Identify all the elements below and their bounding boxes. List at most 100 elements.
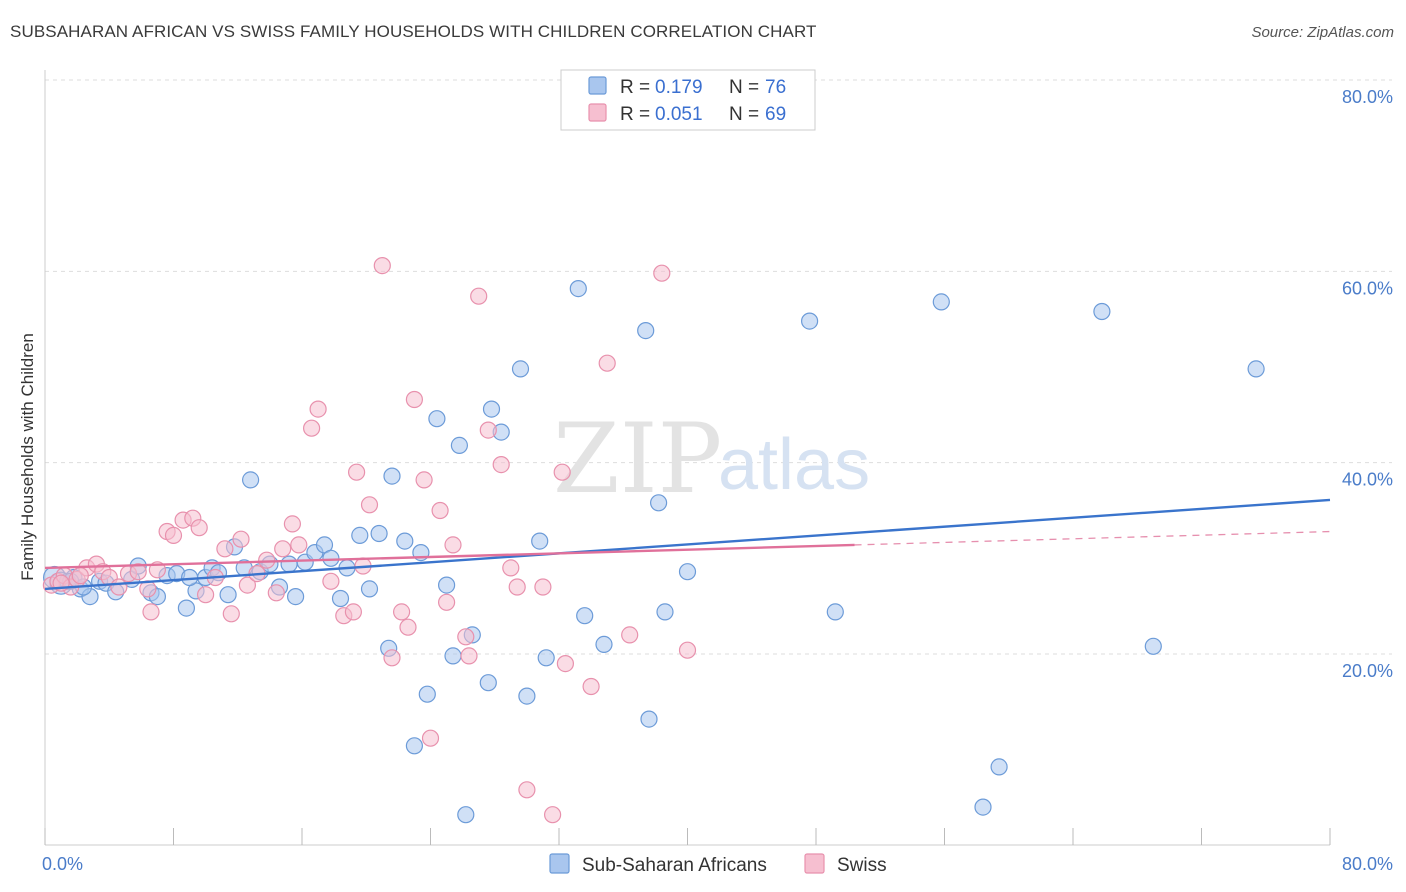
point-subsaharan-45 — [438, 576, 456, 594]
point-subsaharan-27 — [280, 555, 298, 573]
trend-line-subsaharan — [44, 498, 1331, 591]
watermark: ZIP atlas — [553, 403, 870, 515]
bottom-legend-label-swiss: Swiss — [837, 855, 887, 876]
point-subsaharan-67 — [932, 293, 950, 311]
point-subsaharan-64 — [678, 563, 697, 581]
point-swiss-28 — [267, 584, 285, 602]
trend-line-ext-swiss — [854, 530, 1331, 546]
source-credit: Source: ZipAtlas.com — [1251, 24, 1394, 41]
point-swiss-25 — [238, 576, 256, 594]
point-swiss-50 — [457, 628, 475, 646]
point-swiss-63 — [598, 354, 616, 372]
bottom-legend-label-subsaharan: Sub-Saharan Africans — [582, 855, 767, 876]
x-tick-label-0: 0.0% — [42, 854, 83, 874]
point-swiss-23 — [222, 605, 240, 623]
point-swiss-48 — [438, 593, 456, 611]
trend-lines — [44, 498, 1331, 591]
point-subsaharan-35 — [351, 526, 369, 545]
point-swiss-19 — [190, 519, 208, 537]
point-subsaharan-58 — [576, 607, 594, 625]
point-subsaharan-28 — [287, 587, 305, 606]
point-swiss-56 — [508, 578, 526, 596]
point-subsaharan-53 — [511, 360, 530, 378]
point-subsaharan-43 — [418, 685, 436, 703]
point-subsaharan-56 — [537, 649, 555, 667]
axes — [44, 70, 1331, 846]
legend-n-label-subsaharan: N = — [729, 77, 759, 98]
point-swiss-24 — [232, 530, 250, 548]
y-tick-label-60: 60.0% — [1342, 278, 1393, 298]
point-swiss-62 — [582, 677, 600, 696]
point-subsaharan-44 — [428, 410, 446, 428]
point-subsaharan-60 — [637, 322, 655, 340]
point-swiss-9 — [110, 578, 128, 596]
point-swiss-20 — [197, 586, 215, 604]
legend: R = 0.179 N = 76 R = 0.051 N = 69 — [560, 69, 816, 131]
point-subsaharan-59 — [595, 635, 613, 654]
point-swiss-30 — [283, 515, 301, 533]
point-subsaharan-39 — [383, 467, 401, 485]
point-swiss-58 — [534, 578, 552, 596]
point-swiss-60 — [553, 463, 571, 481]
point-swiss-22 — [216, 540, 234, 558]
point-swiss-16 — [164, 526, 183, 545]
point-swiss-33 — [309, 400, 327, 418]
gridlines — [45, 79, 1392, 655]
legend-n-value-subsaharan: 76 — [765, 77, 786, 98]
point-swiss-53 — [479, 421, 497, 439]
point-swiss-44 — [405, 390, 423, 409]
point-swiss-47 — [431, 501, 449, 520]
point-subsaharan-66 — [826, 603, 844, 621]
legend-n-label-swiss: N = — [729, 104, 759, 125]
point-swiss-55 — [502, 559, 520, 577]
chart-title: SUBSAHARAN AFRICAN VS SWISS FAMILY HOUSE… — [10, 22, 817, 41]
point-subsaharan-23 — [242, 471, 260, 489]
point-swiss-41 — [383, 649, 401, 667]
point-swiss-46 — [421, 729, 440, 747]
point-subsaharan-48 — [457, 806, 475, 824]
point-swiss-68 — [71, 566, 89, 585]
legend-r-value-subsaharan: 0.179 — [655, 77, 703, 98]
point-swiss-34 — [322, 572, 340, 590]
point-subsaharan-55 — [531, 532, 549, 550]
point-swiss-42 — [393, 603, 411, 621]
y-tick-label-40: 40.0% — [1342, 470, 1393, 490]
point-subsaharan-62 — [656, 603, 674, 621]
point-subsaharan-57 — [569, 280, 587, 298]
trend-line-swiss — [44, 543, 855, 570]
data-points — [42, 257, 1265, 824]
point-swiss-51 — [460, 647, 478, 665]
point-swiss-43 — [399, 618, 417, 636]
point-subsaharan-41 — [405, 737, 423, 755]
y-tick-label-20: 20.0% — [1342, 661, 1393, 681]
point-subsaharan-61 — [640, 710, 658, 728]
point-swiss-65 — [653, 264, 671, 282]
y-tick-label-80: 80.0% — [1342, 87, 1393, 107]
point-swiss-40 — [373, 257, 391, 275]
point-subsaharan-72 — [1247, 360, 1265, 378]
point-swiss-31 — [290, 536, 308, 554]
point-subsaharan-20 — [219, 586, 237, 604]
y-axis-label: Family Households with Children — [18, 333, 37, 581]
point-subsaharan-71 — [1144, 637, 1162, 655]
watermark-atlas: atlas — [718, 425, 870, 505]
legend-r-label-swiss: R = — [620, 104, 650, 125]
point-swiss-66 — [678, 641, 697, 659]
point-swiss-32 — [303, 419, 321, 437]
point-subsaharan-70 — [1093, 302, 1111, 321]
legend-r-value-swiss: 0.051 — [655, 104, 703, 125]
legend-swatch-subsaharan — [588, 76, 607, 95]
point-swiss-59 — [543, 806, 562, 824]
point-swiss-64 — [621, 626, 639, 644]
point-swiss-52 — [470, 287, 488, 305]
point-swiss-49 — [444, 536, 462, 554]
point-subsaharan-40 — [396, 532, 414, 550]
point-subsaharan-69 — [990, 758, 1008, 776]
point-swiss-39 — [360, 496, 379, 514]
point-subsaharan-54 — [518, 687, 536, 705]
legend-n-value-swiss: 69 — [765, 104, 786, 125]
point-swiss-57 — [518, 781, 536, 799]
point-swiss-54 — [492, 456, 510, 474]
point-swiss-37 — [348, 463, 366, 481]
